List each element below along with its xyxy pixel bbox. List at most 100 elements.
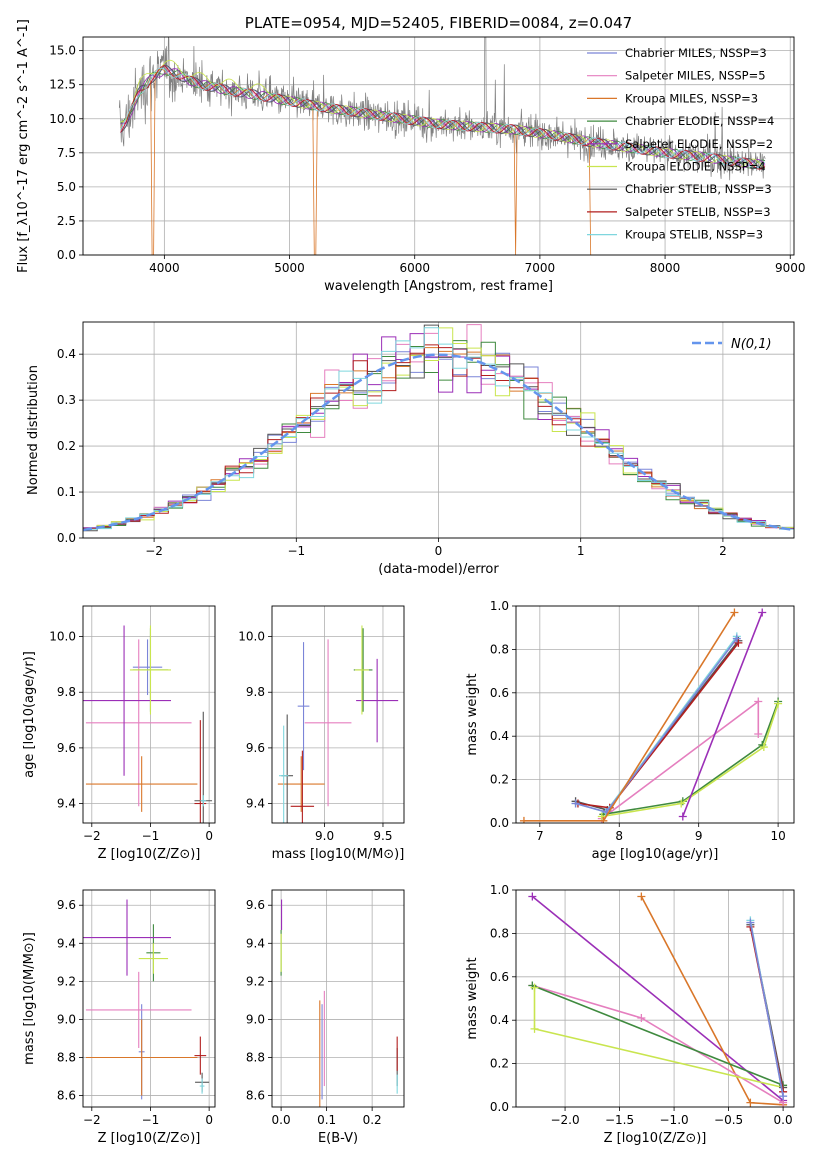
model-spectrum-line	[120, 70, 766, 169]
y-tick-label: 8.6	[57, 1089, 76, 1103]
mass-weight-line	[532, 984, 784, 1087]
y-axis-label: age [log10(age/yr)]	[22, 651, 37, 778]
grid	[83, 890, 215, 1107]
y-tick-label: 15.0	[49, 44, 76, 58]
axes-frame	[515, 889, 795, 1108]
y-tick-label: 9.8	[246, 685, 265, 699]
panel-mass-vs-Z: −2 −1 0 8.6 8.8 9.0 9.2 9.4 9.6 Z [log10(Z/Z⊙)] ma…	[22, 889, 216, 1146]
y-tick-label: 9.6	[57, 741, 76, 755]
model-spectrum-line	[120, 64, 766, 170]
axes-frame	[271, 605, 405, 824]
y-tick-label: 0.4	[57, 347, 76, 361]
x-axis-label: age [log10(age/yr)]	[592, 847, 719, 862]
x-tick-label: 10	[770, 829, 785, 843]
grid	[272, 890, 404, 1107]
y-tick-label: 9.2	[57, 974, 76, 988]
axes-frame	[82, 321, 795, 539]
mass-weight-marker	[677, 799, 686, 808]
panel-age-vs-Z: −2 −1 0 9.4 9.6 9.8 10.0 Z [log10(Z/Z⊙)] age [lo…	[22, 605, 216, 862]
y-tick-label: 0.0	[57, 248, 76, 262]
plot-area	[83, 899, 210, 1100]
mass-weight-marker	[678, 812, 687, 821]
panel-massweight-vs-age: 7 8 9 10 0.0 0.2 0.4 0.6 0.8 1.0 age [log10(age/yr…	[465, 599, 795, 862]
legend-label: Chabrier MILES, NSSP=3	[625, 46, 767, 60]
y-tick-label: 10.0	[49, 112, 76, 126]
x-axis-label: wavelength [Angstrom, rest frame]	[324, 279, 553, 294]
y-tick-label: 1.0	[490, 599, 509, 613]
x-axis-label: Z [log10(Z/Z⊙)]	[604, 1131, 707, 1146]
axes-frame	[82, 36, 795, 256]
x-tick-label: 8	[615, 829, 623, 843]
mass-weight-line	[575, 638, 738, 814]
legend-label: Kroupa MILES, NSSP=3	[625, 91, 758, 105]
mass-weight-line	[640, 896, 784, 1106]
panel-mass-vs-EBV: 0.0 0.1 0.2 8.6 8.8 9.0 9.2 9.4 9.6 E(B-V)	[246, 889, 405, 1146]
mass-weight-marker	[758, 608, 767, 617]
x-tick-label: −1.0	[660, 1113, 689, 1127]
y-tick-label: 9.6	[57, 898, 76, 912]
model-spectrum-line	[120, 67, 766, 170]
y-tick-label: 0.0	[57, 531, 76, 545]
plot-area	[118, 37, 766, 255]
x-tick-label: 0	[205, 829, 213, 843]
x-axis-label: mass [log10(M/M⊙)]	[272, 847, 405, 862]
panel-age-vs-mass: 9.0 9.5 9.4 9.6 9.8 10.0 mass [log10(M/M⊙)]	[238, 605, 405, 862]
y-axis-label: mass weight	[465, 673, 480, 755]
y-tick-label: 9.2	[246, 974, 265, 988]
y-tick-label: 0.6	[490, 686, 509, 700]
mass-weight-marker	[637, 1014, 646, 1023]
mass-weight-line	[682, 612, 763, 817]
x-tick-label: 7	[536, 829, 544, 843]
mass-weight-marker	[779, 1092, 788, 1101]
grid	[272, 606, 404, 823]
mass-weight-line	[531, 895, 784, 1102]
y-tick-label: 0.0	[490, 1100, 509, 1114]
y-tick-label: 8.8	[246, 1051, 265, 1065]
y-tick-label: 0.1	[57, 485, 76, 499]
mass-weight-marker	[571, 799, 580, 808]
y-tick-label: 0.4	[490, 1013, 509, 1027]
y-tick-label: 0.0	[490, 816, 509, 830]
x-tick-label: 4000	[149, 261, 180, 275]
mass-weight-marker	[754, 730, 763, 739]
y-tick-label: 8.8	[57, 1051, 76, 1065]
x-tick-label: 0.0	[272, 1113, 291, 1127]
y-tick-label: 8.6	[246, 1089, 265, 1103]
y-axis-label: Flux [f_λ10^-17 erg cm^-2 s^-1 A^-1]	[16, 19, 31, 273]
axes-frame	[271, 889, 405, 1108]
axes-frame	[82, 889, 216, 1108]
x-tick-label: −2.0	[550, 1113, 579, 1127]
y-tick-label: 9.6	[246, 741, 265, 755]
mass-weight-marker	[732, 634, 741, 643]
normal-curve	[83, 353, 794, 532]
mass-weight-line	[601, 703, 779, 818]
x-tick-label: 0.2	[363, 1113, 382, 1127]
panel-residuals: −2 −1 0 1 2 0.0 0.1 0.2 0.3 0.4 (data-model)/error…	[26, 321, 795, 577]
y-tick-label: 9.6	[246, 898, 265, 912]
x-axis-label: (data-model)/error	[378, 562, 499, 577]
x-tick-label: −1.5	[605, 1113, 634, 1127]
y-tick-label: 7.5	[57, 146, 76, 160]
legend: N(0,1)	[692, 337, 772, 352]
plot-area	[277, 625, 399, 823]
axes-frame	[515, 605, 795, 824]
plot-area	[280, 899, 398, 1107]
mass-weight-marker	[774, 699, 783, 708]
mass-weight-line	[532, 984, 784, 1104]
x-tick-label: −2	[145, 544, 163, 558]
y-tick-label: 0.4	[490, 729, 509, 743]
y-tick-label: 9.0	[57, 1012, 76, 1026]
y-tick-label: 9.8	[57, 685, 76, 699]
panel-massweight-vs-Z: −2.0 −1.5 −1.0 −0.5 0.0 0.0 0.2 0.4 0.6 0.8 1.0 Z […	[465, 883, 795, 1146]
mass-weight-marker	[759, 743, 768, 752]
model-spectrum-line	[120, 65, 766, 171]
x-tick-label: 7000	[525, 261, 556, 275]
x-tick-label: 0.0	[774, 1113, 793, 1127]
x-tick-label: −0.5	[714, 1113, 743, 1127]
y-tick-label: 0.2	[490, 1057, 509, 1071]
legend-label: Chabrier STELIB, NSSP=3	[625, 182, 772, 196]
y-tick-label: 1.0	[490, 883, 509, 897]
x-tick-label: 5000	[274, 261, 305, 275]
y-axis-label: mass weight	[465, 957, 480, 1039]
